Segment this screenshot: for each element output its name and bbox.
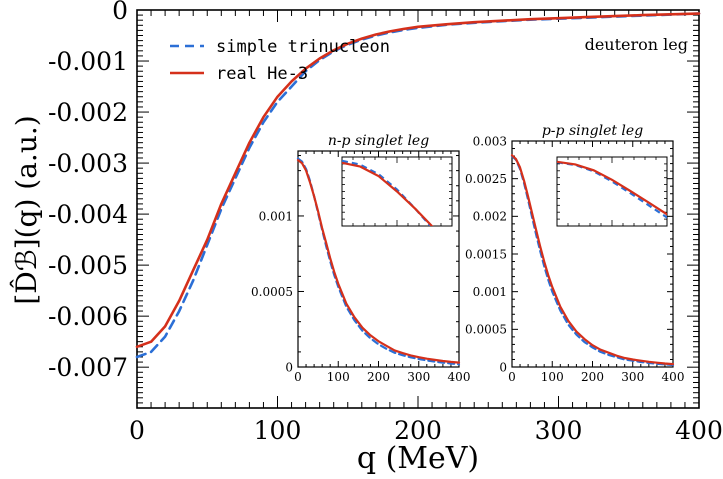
series-line-real-he3 xyxy=(135,12,701,349)
annotation-deuteron-leg: deuteron leg xyxy=(585,35,688,54)
y-tick-label: -0.006 xyxy=(48,302,128,331)
y-axis-label: [D̂ℬ](q) (a.u.) xyxy=(10,115,43,304)
legend-label: simple trinucleon xyxy=(216,37,390,57)
zoom-series-line-real-he3 xyxy=(557,160,667,216)
series-line-real-he3 xyxy=(296,159,461,364)
x-tick-label: 100 xyxy=(327,370,350,384)
x-tick-label: 200 xyxy=(367,370,390,384)
y-tick-label: -0.007 xyxy=(48,353,128,382)
x-tick-label: 400 xyxy=(448,370,471,384)
legend: simple trinucleon real He-3 xyxy=(170,37,390,84)
zoom-series-line-real-he3 xyxy=(342,161,434,226)
x-tick-label: 400 xyxy=(662,370,685,384)
y-tick-label: 0.0025 xyxy=(465,172,507,186)
x-tick-label: 300 xyxy=(407,370,430,384)
zoom-frame xyxy=(556,156,668,227)
zoom-series-line-simple-trinucleon xyxy=(557,161,667,219)
x-tick-label: 200 xyxy=(581,370,604,384)
inset-title: n-p singlet leg xyxy=(328,133,429,149)
y-tick-label: 0.003 xyxy=(473,134,507,148)
x-tick-label: 200 xyxy=(394,416,442,445)
y-tick-label: -0.003 xyxy=(48,149,128,178)
inset-np-singlet: 0 100 200 300 400 0 0.0005 0.001 n-p singlet leg xyxy=(251,133,471,384)
series-line-real-he3 xyxy=(510,154,675,366)
inset-pp-singlet: 0 100 200 300 400 0 0.0005 0.001 0.0015 0.002 0.00… xyxy=(465,123,685,384)
y-tick-label: 0.0005 xyxy=(465,323,507,337)
x-tick-label: 300 xyxy=(535,416,583,445)
x-tick-label: 100 xyxy=(254,416,302,445)
y-tick-label: 0.0015 xyxy=(465,247,507,261)
x-tick-label: 400 xyxy=(675,416,723,445)
x-tick-label: 100 xyxy=(541,370,564,384)
x-tick-label: 0 xyxy=(129,416,145,445)
x-tick-label: 300 xyxy=(621,370,644,384)
inset-title: p-p singlet leg xyxy=(542,123,643,139)
y-tick-label: 0 xyxy=(285,360,293,374)
y-tick-label: 0 xyxy=(499,360,507,374)
y-tick-label: -0.004 xyxy=(48,200,128,229)
y-tick-label: -0.002 xyxy=(48,98,128,127)
x-axis-label: q (MeV) xyxy=(357,441,479,476)
y-tick-label: 0.002 xyxy=(473,210,507,224)
x-tick-label: 0 xyxy=(508,370,516,384)
y-tick-label: 0.001 xyxy=(473,285,507,299)
y-tick-label: 0.0005 xyxy=(251,285,293,299)
y-tick-label: -0.001 xyxy=(48,47,128,76)
x-tick-label: 0 xyxy=(294,370,302,384)
y-tick-label: -0.005 xyxy=(48,251,128,280)
y-tick-label: 0.001 xyxy=(259,209,293,223)
legend-label: real He-3 xyxy=(216,64,308,84)
y-tick-label: 0 xyxy=(112,0,128,25)
